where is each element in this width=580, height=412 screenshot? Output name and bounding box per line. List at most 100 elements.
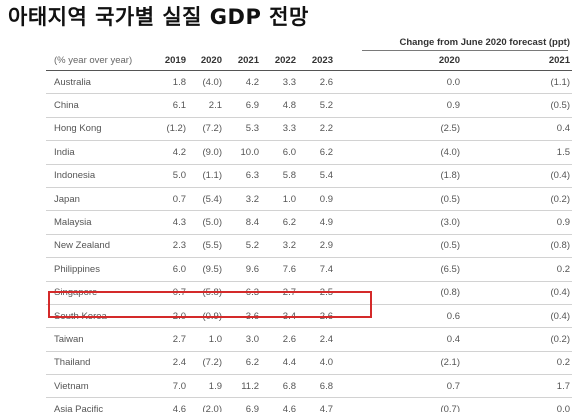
gdp-forecast-table: (% year over year) 2019 2020 2021 2022 2… bbox=[46, 50, 572, 412]
gdp-value-cell: 3.0 bbox=[222, 327, 259, 352]
table-row: India 4.2 (9.0) 10.0 6.0 6.2 (4.0) 1.5 bbox=[46, 140, 572, 165]
gdp-value-cell: (1.1) bbox=[186, 164, 222, 188]
gdp-value-cell: 4.8 bbox=[259, 93, 296, 118]
forecast-change-cell: 0.6 bbox=[333, 304, 460, 329]
gdp-value-cell: 3.4 bbox=[259, 304, 296, 329]
unit-label-header: (% year over year) bbox=[46, 50, 144, 71]
country-cell: Asia Pacific bbox=[46, 397, 144, 412]
gdp-value-cell: 4.0 bbox=[296, 351, 333, 376]
forecast-change-cell: (0.2) bbox=[460, 187, 572, 212]
change-year-header: 2020 bbox=[333, 50, 460, 71]
year-header: 2023 bbox=[296, 50, 333, 71]
gdp-value-cell: 2.7 bbox=[259, 281, 296, 305]
country-cell: Australia bbox=[46, 70, 144, 95]
gdp-value-cell: 2.6 bbox=[296, 304, 333, 329]
gdp-value-cell: 6.9 bbox=[222, 93, 259, 118]
table-row: Taiwan 2.7 1.0 3.0 2.6 2.4 0.4 (0.2) bbox=[46, 327, 572, 352]
gdp-value-cell: 7.4 bbox=[296, 257, 333, 282]
forecast-change-cell: (0.8) bbox=[460, 234, 572, 259]
country-cell: Taiwan bbox=[46, 327, 144, 352]
gdp-value-cell: (2.0) bbox=[186, 397, 222, 412]
gdp-value-cell: 5.2 bbox=[296, 93, 333, 118]
gdp-value-cell: 6.0 bbox=[259, 140, 296, 165]
gdp-value-cell: (5.8) bbox=[186, 281, 222, 305]
gdp-value-cell: (1.2) bbox=[144, 117, 186, 142]
country-cell: Japan bbox=[46, 187, 144, 212]
table-row: Hong Kong (1.2) (7.2) 5.3 3.3 2.2 (2.5) 0.4 bbox=[46, 117, 572, 142]
gdp-value-cell: 6.0 bbox=[144, 257, 186, 282]
country-cell: Thailand bbox=[46, 351, 144, 376]
forecast-change-cell: 0.0 bbox=[460, 397, 572, 412]
gdp-value-cell: 8.4 bbox=[222, 210, 259, 235]
gdp-value-cell: 2.1 bbox=[186, 93, 222, 118]
table-row: China 6.1 2.1 6.9 4.8 5.2 0.9 (0.5) bbox=[46, 93, 572, 118]
table-row: Thailand 2.4 (7.2) 6.2 4.4 4.0 (2.1) 0.2 bbox=[46, 351, 572, 376]
change-year-header: 2021 bbox=[460, 50, 572, 71]
year-header: 2021 bbox=[222, 50, 259, 71]
gdp-value-cell: 5.8 bbox=[259, 164, 296, 188]
table-row: Singapore 0.7 (5.8) 6.3 2.7 2.5 (0.8) (0.4) bbox=[46, 281, 572, 305]
gdp-value-cell: 1.0 bbox=[259, 187, 296, 212]
gdp-value-cell: 3.6 bbox=[222, 304, 259, 329]
gdp-value-cell: (7.2) bbox=[186, 351, 222, 376]
gdp-value-cell: 4.2 bbox=[144, 140, 186, 165]
forecast-change-cell: (0.4) bbox=[460, 164, 572, 188]
table-row: Philippines 6.0 (9.5) 9.6 7.6 7.4 (6.5) 0.2 bbox=[46, 257, 572, 282]
gdp-value-cell: 2.0 bbox=[144, 304, 186, 329]
gdp-value-cell: 3.2 bbox=[259, 234, 296, 259]
country-cell: Singapore bbox=[46, 281, 144, 305]
forecast-change-cell: (0.8) bbox=[333, 281, 460, 305]
gdp-value-cell: 11.2 bbox=[222, 374, 259, 399]
forecast-change-cell: (3.0) bbox=[333, 210, 460, 235]
country-cell: Malaysia bbox=[46, 210, 144, 235]
country-cell: Philippines bbox=[46, 257, 144, 282]
gdp-value-cell: 4.4 bbox=[259, 351, 296, 376]
gdp-value-cell: 2.5 bbox=[296, 281, 333, 305]
forecast-change-cell: (0.4) bbox=[460, 281, 572, 305]
table-header-row: (% year over year) 2019 2020 2021 2022 2… bbox=[46, 50, 572, 71]
gdp-value-cell: 4.6 bbox=[144, 397, 186, 412]
forecast-change-cell: (2.1) bbox=[333, 351, 460, 376]
forecast-change-cell: 0.2 bbox=[460, 257, 572, 282]
gdp-value-cell: 2.7 bbox=[144, 327, 186, 352]
gdp-value-cell: 6.8 bbox=[259, 374, 296, 399]
year-header: 2022 bbox=[259, 50, 296, 71]
gdp-value-cell: (0.9) bbox=[186, 304, 222, 329]
forecast-change-cell: (0.5) bbox=[333, 187, 460, 212]
gdp-value-cell: 3.3 bbox=[259, 70, 296, 95]
gdp-value-cell: 1.0 bbox=[186, 327, 222, 352]
forecast-change-cell: 0.0 bbox=[333, 70, 460, 95]
year-header: 2019 bbox=[144, 50, 186, 71]
forecast-change-cell: 0.4 bbox=[333, 327, 460, 352]
forecast-change-cell: 0.7 bbox=[333, 374, 460, 399]
table-row: Asia Pacific 4.6 (2.0) 6.9 4.6 4.7 (0.7) 0.0 bbox=[46, 397, 572, 412]
gdp-value-cell: 6.9 bbox=[222, 397, 259, 412]
gdp-value-cell: 4.6 bbox=[259, 397, 296, 412]
table-body: Australia 1.8 (4.0) 4.2 3.3 2.6 0.0 (1.1) China 6… bbox=[46, 70, 572, 412]
gdp-value-cell: 2.4 bbox=[296, 327, 333, 352]
gdp-value-cell: 1.8 bbox=[144, 70, 186, 95]
forecast-change-cell: (2.5) bbox=[333, 117, 460, 142]
gdp-value-cell: 5.3 bbox=[222, 117, 259, 142]
table-row: Indonesia 5.0 (1.1) 6.3 5.8 5.4 (1.8) (0.4) bbox=[46, 164, 572, 188]
country-cell: Indonesia bbox=[46, 164, 144, 188]
forecast-change-cell: 0.2 bbox=[460, 351, 572, 376]
forecast-change-cell: (0.2) bbox=[460, 327, 572, 352]
gdp-value-cell: 4.2 bbox=[222, 70, 259, 95]
gdp-value-cell: 2.6 bbox=[259, 327, 296, 352]
country-cell: South Korea bbox=[46, 304, 144, 329]
gdp-value-cell: (5.0) bbox=[186, 210, 222, 235]
forecast-change-cell: (4.0) bbox=[333, 140, 460, 165]
gdp-value-cell: 5.2 bbox=[222, 234, 259, 259]
table-row: Japan 0.7 (5.4) 3.2 1.0 0.9 (0.5) (0.2) bbox=[46, 187, 572, 212]
gdp-value-cell: 3.2 bbox=[222, 187, 259, 212]
forecast-change-cell: 1.7 bbox=[460, 374, 572, 399]
gdp-value-cell: (7.2) bbox=[186, 117, 222, 142]
gdp-value-cell: 6.2 bbox=[259, 210, 296, 235]
change-forecast-header: Change from June 2020 forecast (ppt) bbox=[399, 37, 570, 48]
gdp-value-cell: 6.2 bbox=[222, 351, 259, 376]
gdp-value-cell: 1.9 bbox=[186, 374, 222, 399]
gdp-value-cell: 2.4 bbox=[144, 351, 186, 376]
forecast-change-cell: (6.5) bbox=[333, 257, 460, 282]
country-cell: Vietnam bbox=[46, 374, 144, 399]
